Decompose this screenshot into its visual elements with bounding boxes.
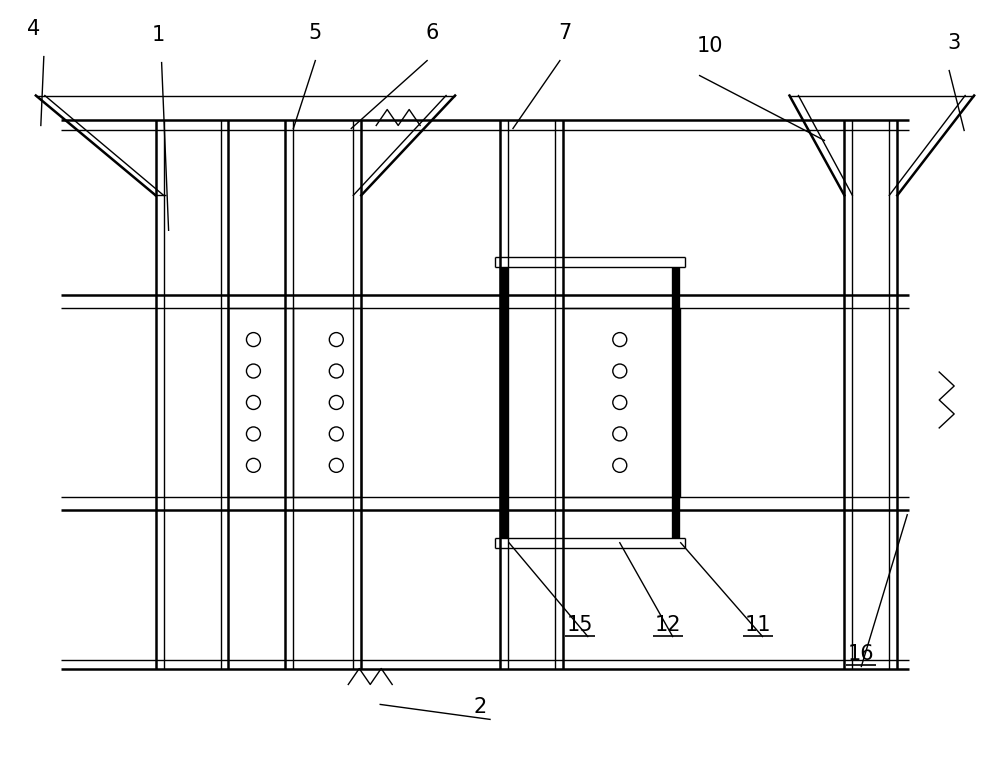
Text: 1: 1 — [152, 25, 165, 45]
Text: 7: 7 — [558, 22, 572, 42]
Text: 6: 6 — [425, 22, 439, 42]
Text: 16: 16 — [848, 644, 875, 665]
Text: 2: 2 — [473, 698, 487, 718]
Text: 12: 12 — [654, 614, 681, 634]
Text: 5: 5 — [309, 22, 322, 42]
Text: 3: 3 — [948, 32, 961, 52]
Text: 4: 4 — [27, 18, 40, 38]
Text: 11: 11 — [744, 614, 771, 634]
Text: 15: 15 — [567, 614, 593, 634]
Text: 10: 10 — [696, 35, 723, 55]
